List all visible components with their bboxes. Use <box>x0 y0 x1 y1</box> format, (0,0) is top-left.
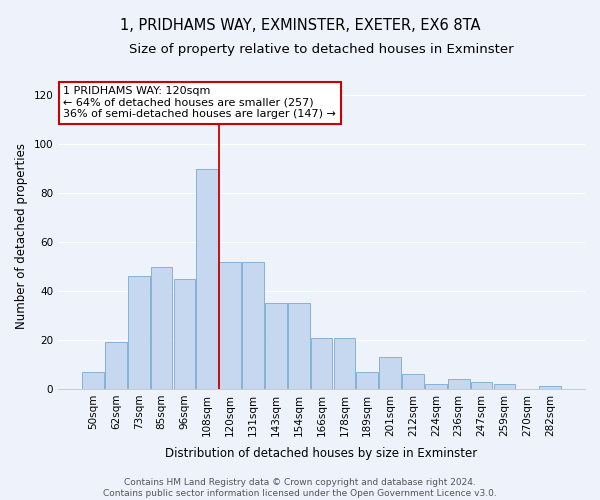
Bar <box>402 374 424 389</box>
Text: 1, PRIDHAMS WAY, EXMINSTER, EXETER, EX6 8TA: 1, PRIDHAMS WAY, EXMINSTER, EXETER, EX6 … <box>120 18 480 32</box>
Bar <box>265 304 287 389</box>
Bar <box>379 357 401 389</box>
Bar <box>334 338 355 389</box>
Bar <box>471 382 493 389</box>
Y-axis label: Number of detached properties: Number of detached properties <box>15 143 28 329</box>
Bar <box>128 276 149 389</box>
Bar <box>173 279 195 389</box>
Bar <box>288 304 310 389</box>
X-axis label: Distribution of detached houses by size in Exminster: Distribution of detached houses by size … <box>166 447 478 460</box>
Bar <box>151 266 172 389</box>
Bar <box>196 168 218 389</box>
Text: 1 PRIDHAMS WAY: 120sqm
← 64% of detached houses are smaller (257)
36% of semi-de: 1 PRIDHAMS WAY: 120sqm ← 64% of detached… <box>64 86 337 120</box>
Bar <box>311 338 332 389</box>
Bar <box>494 384 515 389</box>
Bar <box>539 386 561 389</box>
Bar <box>82 372 104 389</box>
Bar <box>448 379 470 389</box>
Bar <box>356 372 378 389</box>
Bar <box>242 262 264 389</box>
Bar <box>425 384 447 389</box>
Bar <box>219 262 241 389</box>
Title: Size of property relative to detached houses in Exminster: Size of property relative to detached ho… <box>129 42 514 56</box>
Text: Contains HM Land Registry data © Crown copyright and database right 2024.
Contai: Contains HM Land Registry data © Crown c… <box>103 478 497 498</box>
Bar <box>105 342 127 389</box>
